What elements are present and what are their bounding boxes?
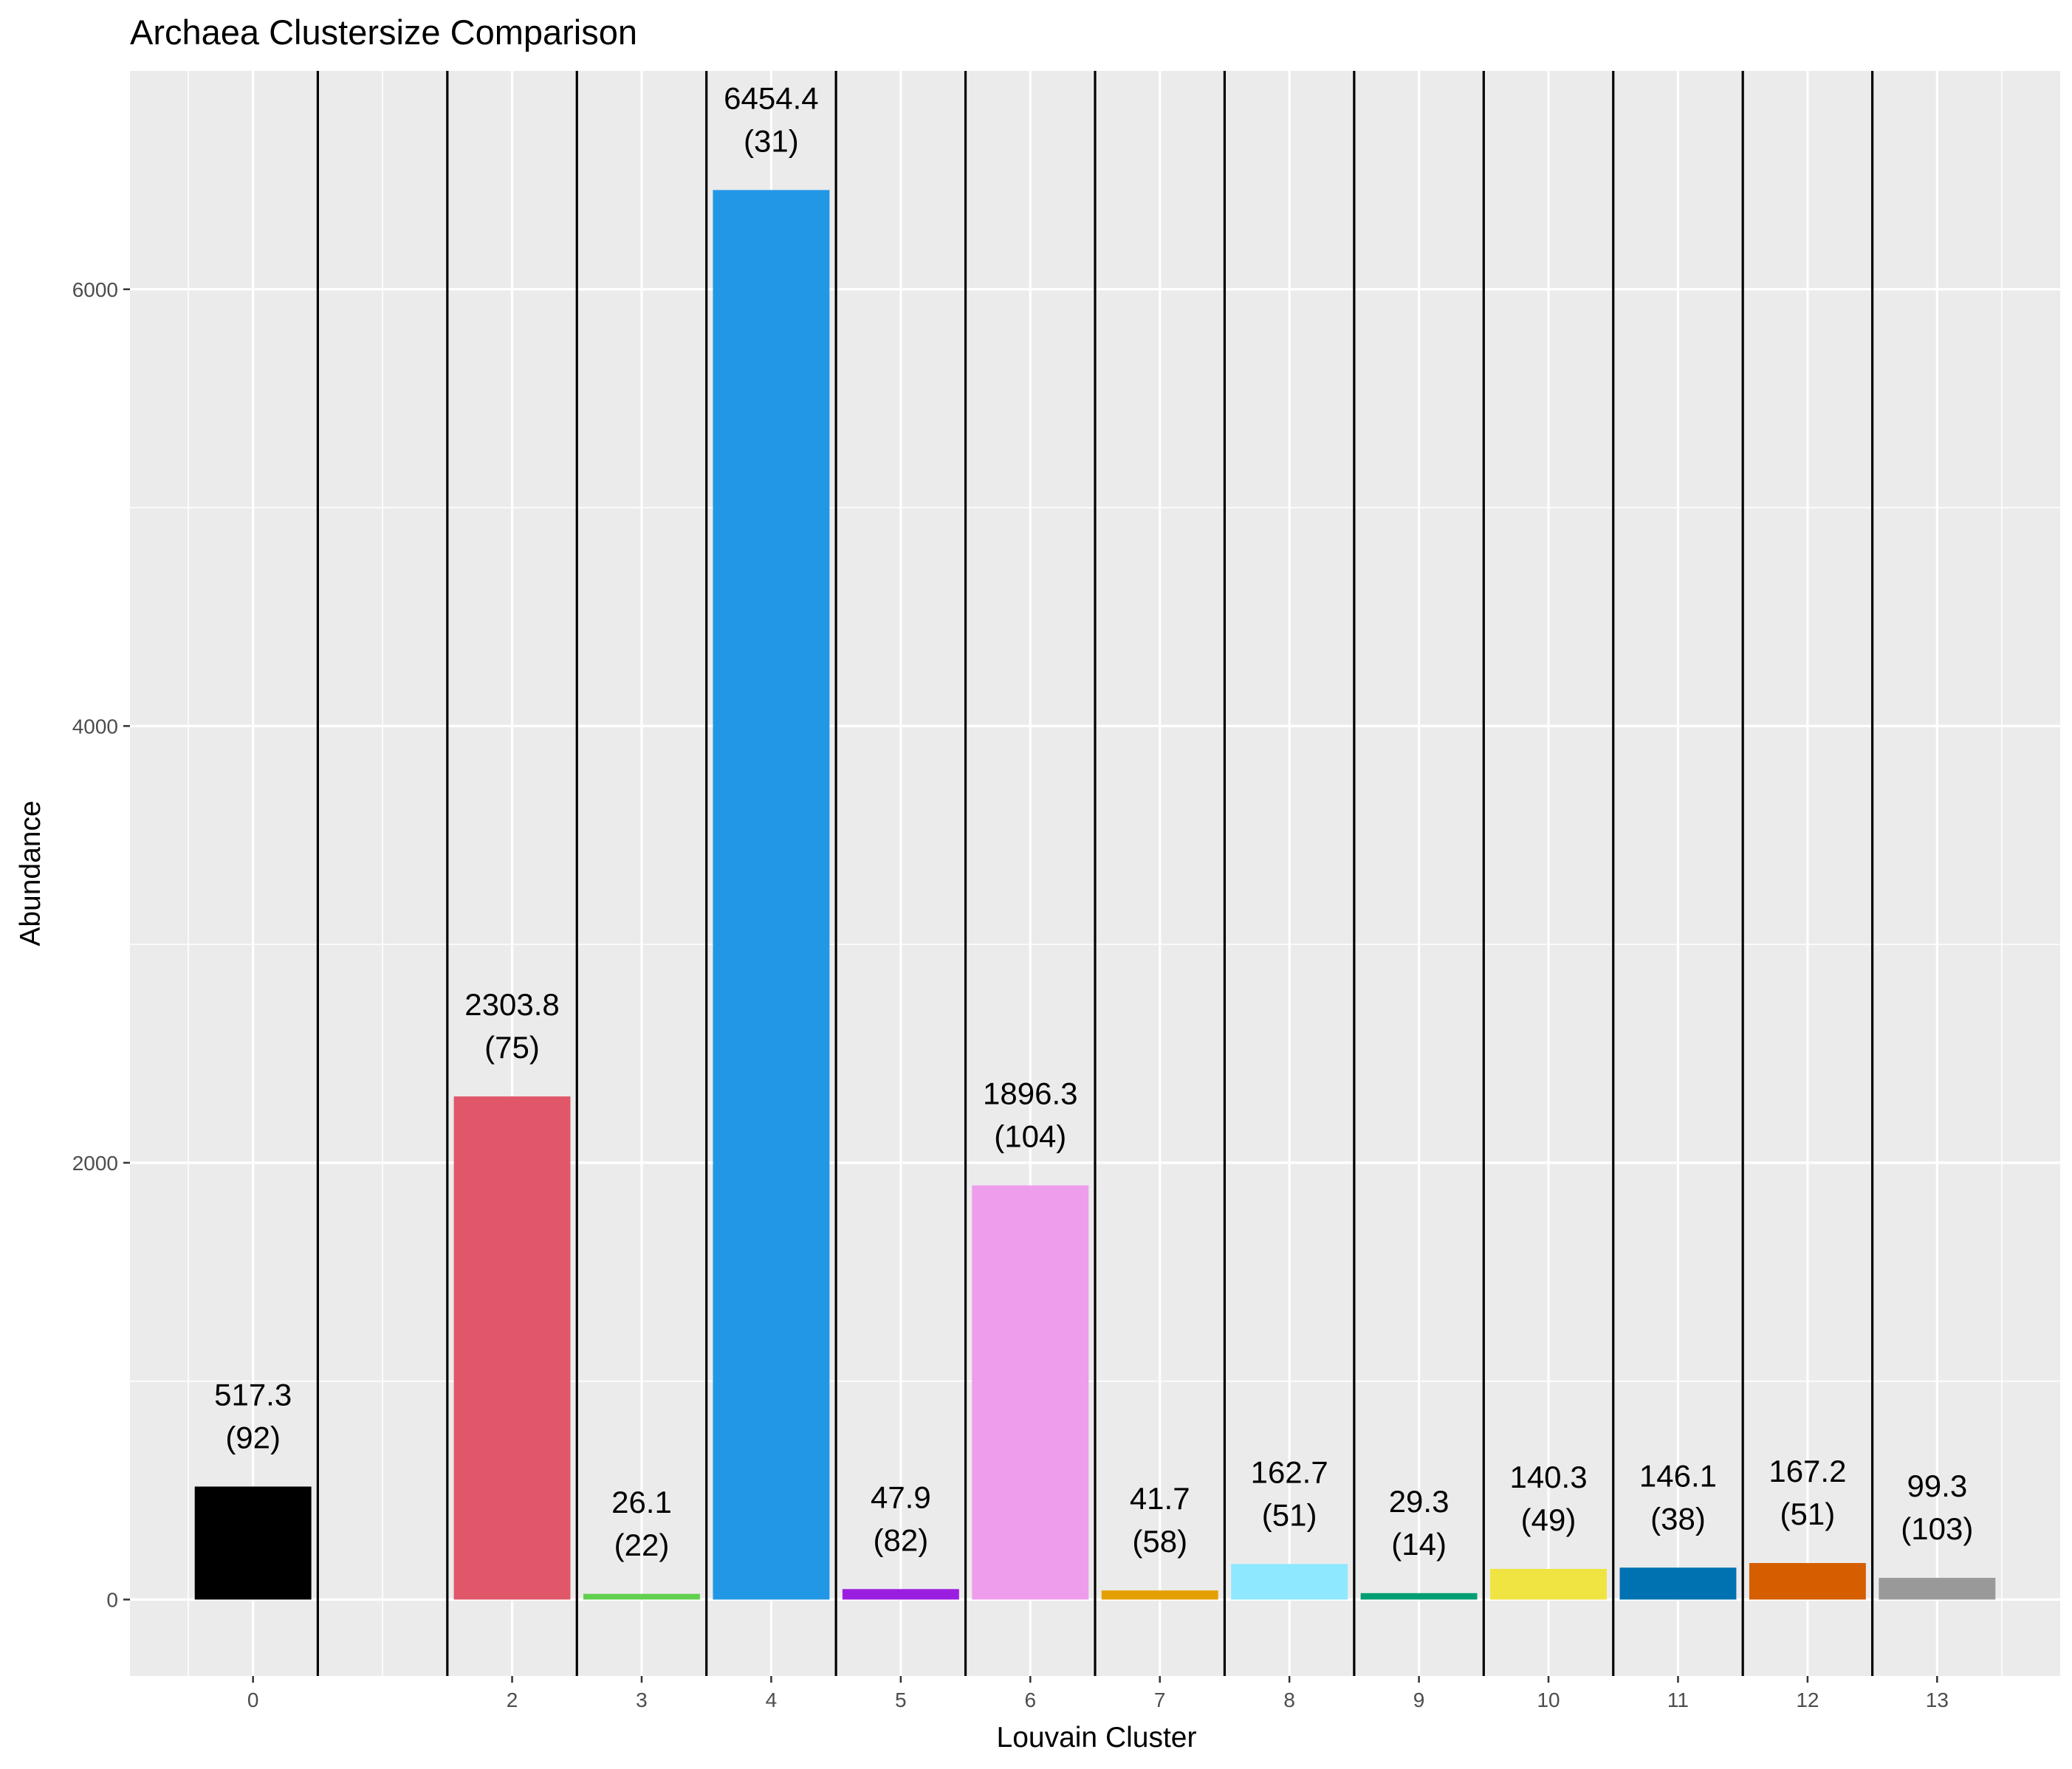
count-label: (92): [225, 1420, 281, 1454]
count-label: (82): [873, 1522, 928, 1557]
x-tick-label: 10: [1537, 1689, 1560, 1711]
count-label: (75): [484, 1030, 540, 1065]
x-tick-label: 4: [766, 1689, 778, 1711]
value-label: 146.1: [1639, 1458, 1717, 1493]
y-axis-title: Abundance: [15, 800, 47, 946]
bar-cluster-12: [1749, 1563, 1866, 1600]
y-tick-label: 4000: [72, 715, 118, 738]
value-label: 2303.8: [464, 987, 559, 1022]
x-tick-label: 8: [1283, 1689, 1295, 1711]
value-label: 1896.3: [983, 1076, 1077, 1111]
y-tick-label: 2000: [72, 1152, 118, 1175]
y-tick-label: 6000: [72, 278, 118, 301]
count-label: (104): [994, 1119, 1066, 1154]
bar-cluster-11: [1619, 1567, 1737, 1600]
x-tick-label: 12: [1796, 1689, 1819, 1711]
count-label: (103): [1901, 1511, 1973, 1546]
x-tick-label: 13: [1926, 1689, 1949, 1711]
y-tick-label: 0: [106, 1588, 118, 1611]
bar-cluster-10: [1490, 1568, 1607, 1600]
x-axis-title: Louvain Cluster: [997, 1722, 1197, 1753]
bar-cluster-3: [583, 1593, 700, 1600]
x-tick-label: 3: [636, 1689, 648, 1711]
count-label: (38): [1650, 1501, 1706, 1536]
x-tick-label: 0: [247, 1689, 259, 1711]
bar-cluster-2: [453, 1096, 571, 1600]
bar-cluster-6: [972, 1185, 1089, 1600]
count-label: (51): [1780, 1497, 1836, 1531]
value-label: 140.3: [1509, 1460, 1587, 1494]
value-label: 517.3: [214, 1377, 292, 1412]
bar-cluster-9: [1360, 1593, 1478, 1600]
x-tick-label: 9: [1413, 1689, 1425, 1711]
count-label: (51): [1262, 1497, 1317, 1532]
x-tick-label: 5: [895, 1689, 907, 1711]
value-label: 167.2: [1769, 1454, 1846, 1488]
bar-cluster-5: [842, 1589, 959, 1600]
value-label: 26.1: [611, 1485, 672, 1519]
chart-title: Archaea Clustersize Comparison: [130, 13, 637, 52]
bar-cluster-4: [713, 190, 830, 1600]
x-tick-label: 7: [1154, 1689, 1166, 1711]
value-label: 162.7: [1251, 1454, 1328, 1489]
value-label: 29.3: [1389, 1484, 1450, 1519]
count-label: (14): [1391, 1527, 1447, 1562]
value-label: 6454.4: [724, 80, 818, 115]
value-label: 41.7: [1130, 1481, 1190, 1516]
bar-cluster-7: [1101, 1590, 1218, 1600]
count-label: (31): [744, 123, 799, 158]
count-label: (58): [1132, 1524, 1187, 1559]
x-tick-label: 11: [1667, 1689, 1689, 1711]
x-tick-label: 6: [1024, 1689, 1036, 1711]
x-tick-label: 2: [507, 1689, 518, 1711]
value-label: 99.3: [1907, 1469, 1967, 1503]
value-label: 47.9: [871, 1480, 931, 1514]
bar-cluster-0: [194, 1486, 312, 1600]
bar-cluster-13: [1879, 1578, 1996, 1600]
count-label: (49): [1521, 1502, 1577, 1537]
bar-cluster-8: [1231, 1564, 1348, 1600]
count-label: (22): [614, 1528, 670, 1562]
